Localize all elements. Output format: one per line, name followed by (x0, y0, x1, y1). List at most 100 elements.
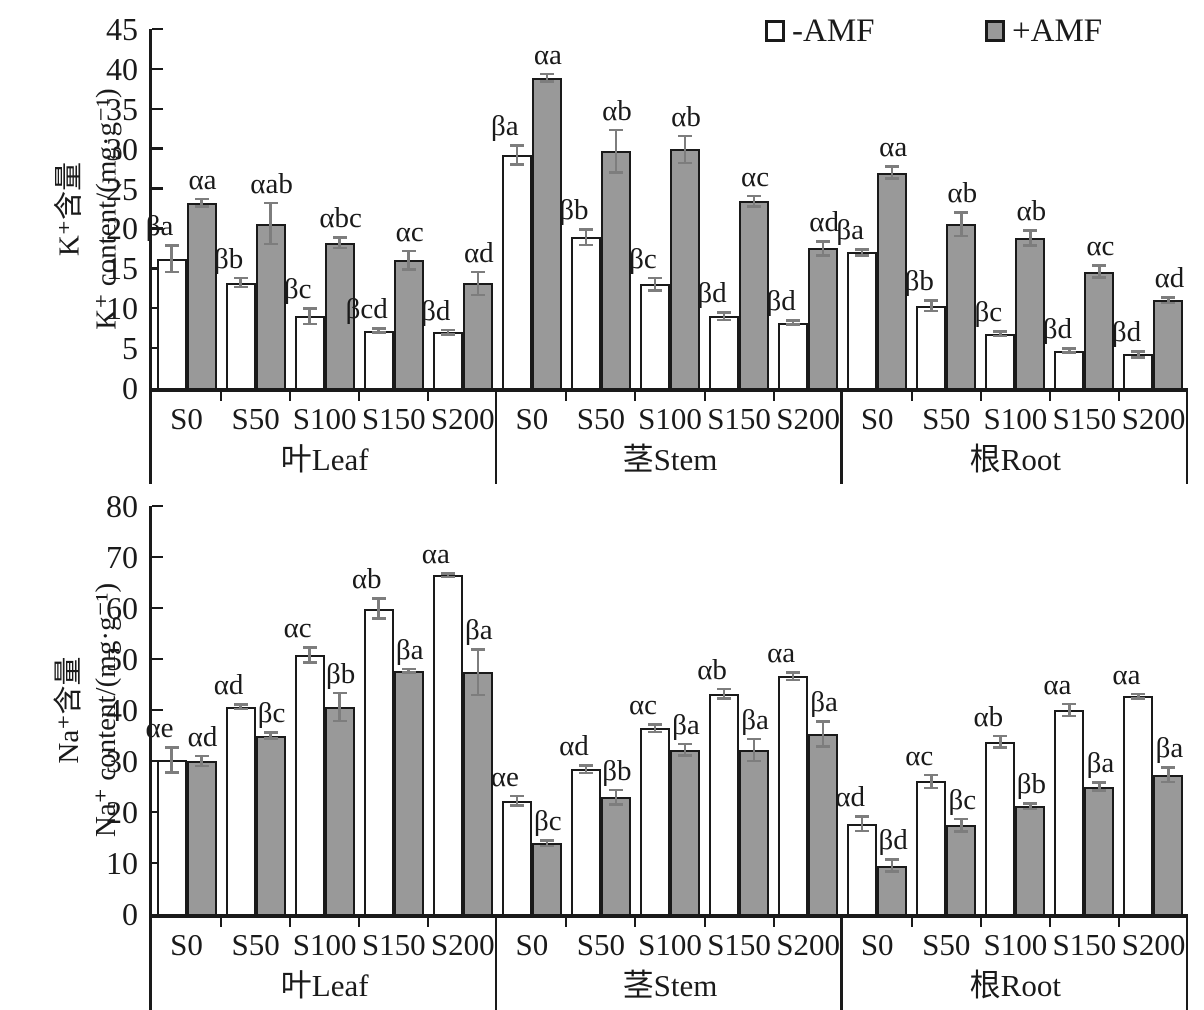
category-label: S0 (860, 401, 894, 436)
bar-minus-amf (916, 781, 947, 916)
significance-label: αa (421, 538, 450, 571)
y-tick-label: 30 (106, 130, 138, 167)
y-tick-label: 35 (106, 90, 138, 127)
error-bar-cap-bottom (164, 270, 179, 274)
significance-label: αb (602, 94, 632, 127)
bar-plus-amf (946, 825, 977, 916)
category-label: S100 (983, 927, 1048, 962)
bar-minus-amf (1054, 350, 1085, 390)
pair-tick (427, 391, 430, 401)
y-tick-label: 20 (106, 210, 138, 247)
error-bar-line (584, 229, 588, 246)
error-bar-cap-top (194, 754, 209, 758)
error-bar-line (377, 328, 380, 333)
error-bar-cap-top (717, 311, 732, 314)
error-bar-cap-top (885, 858, 900, 861)
significance-label: αa (188, 163, 217, 196)
error-bar-cap-top (855, 815, 870, 818)
pair-tick (1048, 917, 1051, 927)
bar-minus-amf (640, 284, 670, 390)
error-bar-cap-top (678, 134, 692, 138)
error-bar-line (338, 692, 341, 722)
plus-amf-swatch-icon (985, 20, 1005, 42)
significance-label: βa (464, 614, 493, 647)
error-bar-line (930, 300, 933, 312)
group-separator (840, 388, 843, 484)
category-label: S0 (515, 927, 549, 962)
error-bar-cap-top (1092, 781, 1107, 784)
y-tick-label: 70 (106, 539, 138, 575)
category-label: S50 (922, 927, 971, 962)
y-axis-title-en: K⁺ content/(mg·g⁻¹) (90, 87, 122, 330)
error-bar-cap-bottom (855, 254, 870, 257)
error-bar-cap-top (1023, 229, 1038, 232)
error-bar-line (890, 166, 894, 179)
bar-minus-amf (847, 823, 878, 916)
category-label: S200 (776, 927, 840, 962)
significance-label: βa (145, 210, 174, 243)
error-bar-cap-bottom (924, 786, 939, 790)
significance-label: βb (602, 754, 632, 787)
error-bar-cap-bottom (371, 331, 386, 334)
significance-label: βcd (345, 293, 388, 326)
error-bar-cap-top (717, 687, 732, 691)
significance-label: βb (326, 657, 356, 690)
category-label: S0 (860, 927, 894, 962)
error-bar-cap-top (1131, 350, 1146, 353)
error-bar-cap-bottom (924, 309, 939, 313)
error-bar-line (515, 795, 519, 806)
bar-plus-amf (670, 149, 700, 390)
error-bar-cap-bottom (1023, 807, 1038, 811)
significance-label: βa (810, 686, 838, 719)
pair-tick (289, 391, 292, 401)
significance-label: βd (1111, 316, 1142, 349)
y-tick-label: 40 (106, 692, 138, 728)
error-bar-cap-bottom (954, 234, 969, 238)
y-axis-title-zh: Na⁺含量 (53, 656, 85, 764)
error-bar-cap-bottom (1131, 356, 1146, 359)
y-tick-label: 60 (106, 590, 138, 626)
category-label: S50 (231, 927, 280, 962)
error-bar-cap-bottom (678, 754, 692, 757)
bar-minus-amf (640, 728, 670, 916)
error-bar-cap-top (747, 737, 762, 741)
y-tick-label: 25 (106, 170, 138, 207)
y-tick-label: 0 (122, 896, 138, 932)
significance-label: βa (1155, 732, 1184, 765)
error-bar-cap-bottom (747, 759, 762, 762)
error-bar-cap-top (1062, 702, 1077, 706)
bar-minus-amf (363, 608, 394, 916)
error-bar-cap-top (1131, 692, 1146, 696)
significance-label: αb (697, 653, 727, 686)
error-bar-cap-bottom (678, 161, 692, 165)
group-label: 根Root (969, 442, 1061, 477)
bar-plus-amf (808, 248, 839, 390)
error-bar-line (269, 202, 272, 245)
y-tick (152, 504, 163, 508)
legend-label-plus-amf: +AMF (1012, 13, 1103, 49)
error-bar-cap-bottom (371, 617, 386, 620)
error-bar-cap-top (164, 746, 179, 749)
group-separator (840, 914, 843, 1010)
pair-tick (220, 391, 223, 401)
error-bar-line (999, 735, 1002, 748)
significance-label: βa (741, 703, 769, 736)
bar-minus-amf (916, 305, 947, 390)
error-bar-cap-bottom (332, 719, 347, 723)
error-bar-cap-bottom (263, 242, 278, 246)
y-tick (152, 27, 163, 31)
error-bar-line (683, 743, 687, 756)
bar-plus-amf (531, 77, 562, 390)
error-bar-cap-top (263, 731, 278, 734)
y-tick (152, 67, 163, 71)
error-bar-line (930, 774, 933, 789)
error-bar-line (860, 249, 864, 256)
bar-minus-amf (1054, 710, 1085, 916)
error-bar-line (960, 212, 963, 237)
bar-plus-amf (462, 672, 493, 916)
y-tick-label: 20 (106, 794, 138, 830)
pair-tick (358, 391, 361, 401)
bar-plus-amf (1084, 786, 1115, 916)
error-bar-line (1068, 703, 1071, 717)
error-bar-cap-bottom (993, 746, 1008, 749)
